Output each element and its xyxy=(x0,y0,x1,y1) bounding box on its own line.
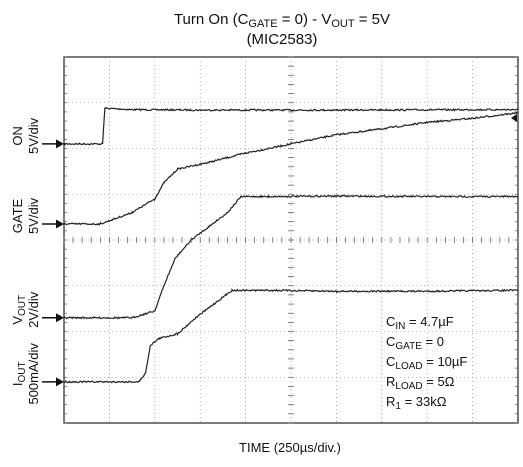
channel-scale: 2V/div xyxy=(26,291,41,328)
channel-scale: 5V/div xyxy=(26,197,41,234)
condition-line: R1 = 33kΩ xyxy=(386,394,447,412)
condition-line: CGATE = 0 xyxy=(386,334,444,352)
ground-arrow-icon xyxy=(56,377,64,387)
chart-title: Turn On (CGATE = 0) - VOUT = 5V xyxy=(174,11,390,30)
channel-scale: 500mA/div xyxy=(26,343,41,405)
channel-name: ON xyxy=(10,126,25,146)
condition-line: CIN = 4.7µF xyxy=(386,314,454,332)
plot-area xyxy=(63,56,519,424)
trace-vout xyxy=(63,194,519,320)
condition-line: RLOAD = 5Ω xyxy=(386,374,455,392)
right-marker-icon xyxy=(511,114,517,122)
x-axis-label: TIME (250µs/div.) xyxy=(239,440,341,455)
trace-gate xyxy=(63,111,519,226)
trace-group xyxy=(63,106,519,384)
chart-subtitle: (MIC2583) xyxy=(247,31,318,48)
channel-label: GATE 5V/div xyxy=(10,197,64,234)
ground-arrow-icon xyxy=(56,313,64,323)
trace-on xyxy=(63,106,518,146)
condition-line: CLOAD = 10µF xyxy=(386,354,467,372)
channel-name: GATE xyxy=(10,198,25,233)
channel-label: ON 5V/div xyxy=(10,117,64,154)
ground-arrow-icon xyxy=(56,219,64,229)
channel-name: VOUT xyxy=(10,295,28,325)
conditions-annotation: CIN = 4.7µF CGATE = 0 CLOAD = 10µF RLOAD = … xyxy=(386,314,467,412)
trace-iout xyxy=(63,288,519,384)
channel-scale: 5V/div xyxy=(26,117,41,154)
channel-name: IOUT xyxy=(10,361,28,386)
ground-arrow-icon xyxy=(56,139,64,149)
